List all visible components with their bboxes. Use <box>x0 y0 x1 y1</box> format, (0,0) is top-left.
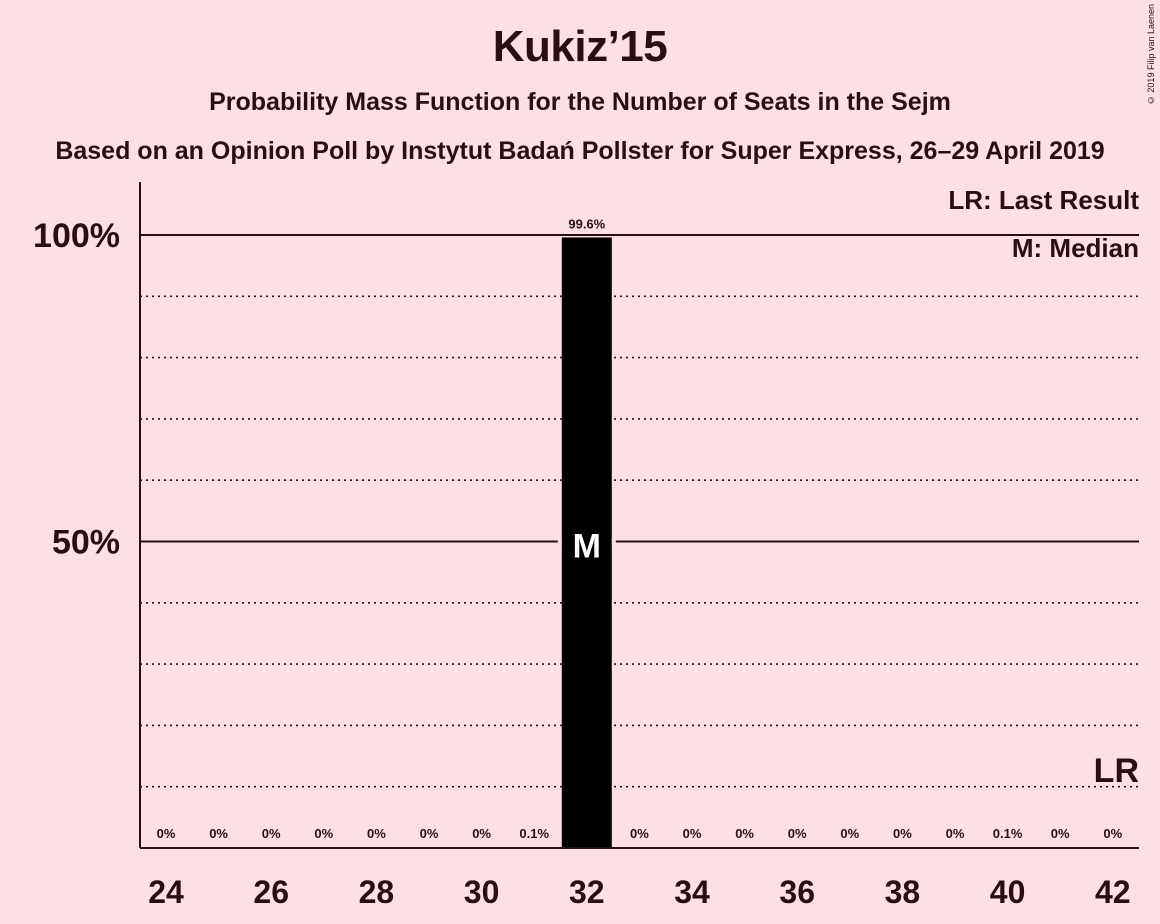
data-label: 0% <box>314 826 333 841</box>
legend-last-result: LR: Last Result <box>948 185 1139 215</box>
chart-title: Kukiz’15 <box>492 22 668 71</box>
x-tick-label: 32 <box>569 874 605 910</box>
median-gap-left <box>557 538 562 545</box>
grid-lines <box>140 234 1139 788</box>
data-label: 0% <box>157 826 176 841</box>
data-label: 0% <box>946 826 965 841</box>
data-label: 0% <box>1103 826 1122 841</box>
bars <box>561 237 612 848</box>
value-labels: 0% 0% 0% 0% 0% 0% 0% 0.1% 99.6% 0% 0% 0% 0% 0% 0% 0% 0.1… <box>157 216 1139 841</box>
x-tick-label: 30 <box>464 874 500 910</box>
data-label: 0.1% <box>993 826 1023 841</box>
data-label: 0% <box>420 826 439 841</box>
y-tick-label: 100% <box>33 217 120 255</box>
x-tick-label: 36 <box>779 874 815 910</box>
data-label: 0% <box>630 826 649 841</box>
data-label: 0% <box>1051 826 1070 841</box>
median-marker: M <box>573 528 601 566</box>
data-label: 0% <box>209 826 228 841</box>
x-tick-label: 40 <box>990 874 1026 910</box>
y-tick-label: 50% <box>52 524 120 562</box>
data-label: 0.1% <box>519 826 549 841</box>
axes: 50% 100% 24 26 28 30 32 34 36 38 40 42 <box>33 182 1139 910</box>
data-label: 0% <box>367 826 386 841</box>
x-tick-label: 38 <box>885 874 921 910</box>
x-tick-label: 42 <box>1095 874 1131 910</box>
data-label: 0% <box>893 826 912 841</box>
x-tick-label: 24 <box>148 874 184 910</box>
median-gap-right <box>611 538 616 545</box>
x-tick-label: 28 <box>359 874 395 910</box>
data-label: 0% <box>683 826 702 841</box>
last-result-marker: LR <box>1094 752 1139 790</box>
data-label: 0% <box>735 826 754 841</box>
data-label: 99.6% <box>568 216 605 231</box>
chart-subtitle: Probability Mass Function for the Number… <box>209 88 951 116</box>
data-label: 0% <box>472 826 491 841</box>
data-label: 0% <box>262 826 281 841</box>
x-tick-label: 34 <box>674 874 710 910</box>
chart-source-subtitle: Based on an Opinion Poll by Instytut Bad… <box>55 137 1105 165</box>
legend-median: M: Median <box>1012 233 1139 263</box>
data-label: 0% <box>788 826 807 841</box>
x-tick-label: 26 <box>253 874 289 910</box>
data-label: 0% <box>840 826 859 841</box>
bar-seats-32 <box>561 237 612 848</box>
